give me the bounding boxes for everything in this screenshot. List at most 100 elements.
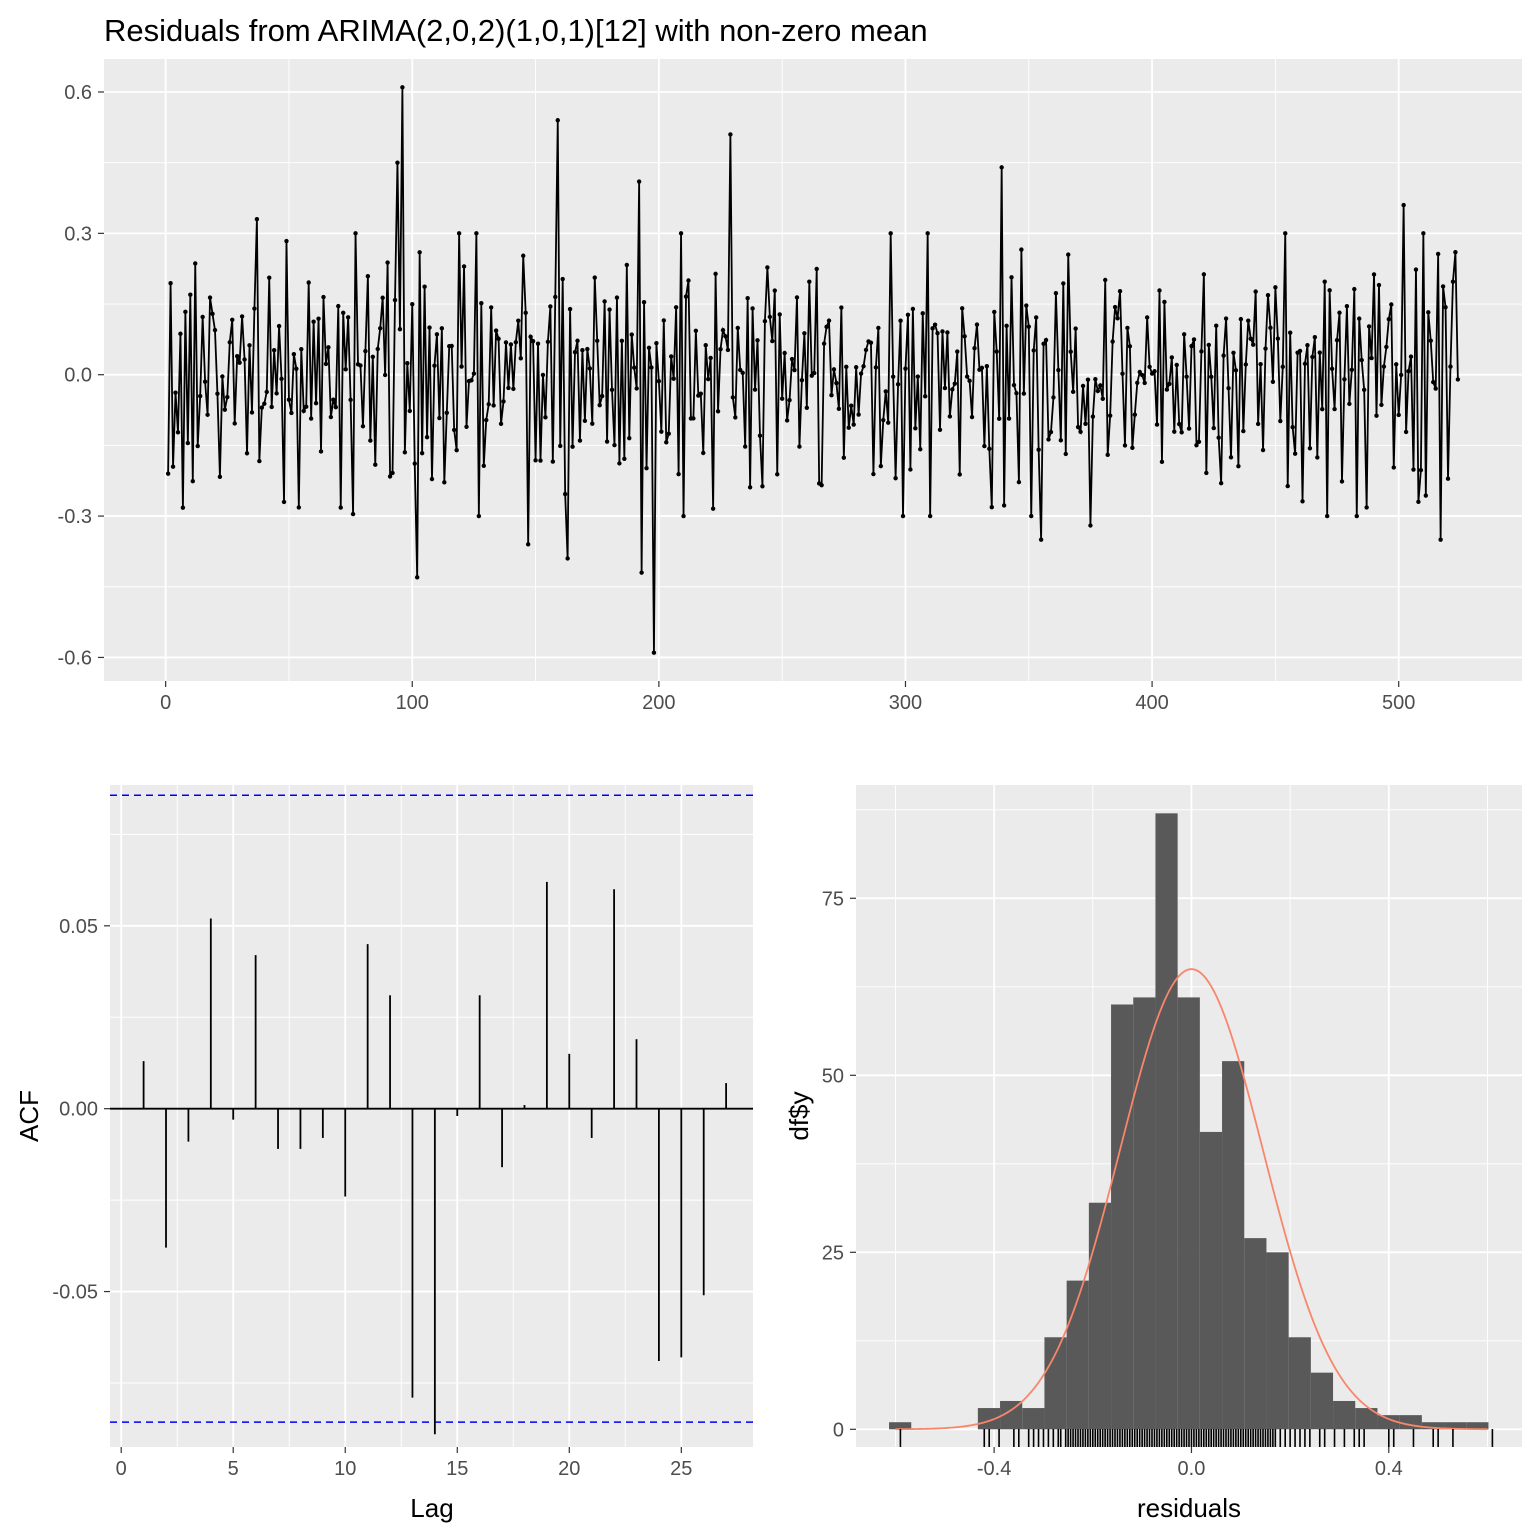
residual-series-point [804,405,810,410]
residual-series-point [168,281,173,286]
residual-series-point [595,338,600,344]
residual-series-point [1117,288,1123,294]
residual-series-point [1433,386,1438,391]
residual-series-point [318,449,324,454]
residual-series-point [326,345,331,350]
residual-series-point [378,326,383,331]
histogram-bar [1288,1337,1311,1430]
residual-series-point [831,367,837,372]
acf-y-axis-label: ACF [14,1090,44,1142]
residual-series-point [819,482,824,488]
residual-series-point [651,650,657,655]
residual-series-point [313,400,319,406]
residual-series-point [742,444,748,449]
residual-series-point [728,132,733,137]
residual-series-point [1283,231,1288,236]
residual-series-point [511,386,516,392]
residual-series-point [1179,430,1184,435]
residual-series-point [267,275,272,280]
residual-series-point [1021,391,1027,396]
residual-series-point [244,451,250,456]
residual-series-point [913,426,918,431]
residual-series-point [1342,377,1347,382]
residual-series-point [299,346,304,352]
residual-series-point [750,306,755,311]
residual-series-point [518,356,523,361]
residual-series-point [789,356,795,362]
residual-series-point [316,316,321,321]
residual-series-point [442,480,447,485]
residual-series-point [1324,513,1330,519]
residual-series-point [1421,231,1426,236]
residual-series-point [629,332,634,337]
residual-series-point [1011,382,1017,388]
residual-series-point [1359,357,1364,363]
residual-series-point [237,360,242,365]
residual-series-point [533,458,538,463]
residual-series-point [834,380,839,386]
residual-series-point [414,575,420,580]
residual-series-point [1406,369,1411,374]
residual-series-point [812,370,817,376]
residual-series-point [797,444,802,449]
residual-series-point [1115,316,1120,321]
histogram-y-axis-label: df$y [784,1091,814,1140]
residual-series-point [1411,467,1416,472]
residual-series-point [752,387,758,392]
residual-series-point [898,318,903,323]
residual-series-point [1130,445,1135,451]
residual-series-point [385,260,390,265]
residual-series-point [205,412,210,417]
residual-series-point [1014,391,1019,396]
residual-series-point [1199,349,1204,354]
residual-series-point [703,342,708,348]
residual-series-point [782,350,787,356]
histogram-bar [1333,1400,1356,1430]
residual-series-point [410,301,415,307]
residual-series-point [1001,503,1007,508]
residual-series-point [962,334,967,339]
residual-series-point [755,338,760,343]
residual-series-point [498,421,504,427]
residual-series-point [964,374,970,379]
residual-series-point [770,338,775,344]
residual-series-point [264,389,269,395]
residual-series-point [1164,387,1170,392]
residual-series-point [294,366,299,371]
residual-series-point [1083,421,1088,426]
residual-series-point [654,341,659,346]
residual-series-point [1275,336,1281,341]
residual-series-point [1218,481,1224,486]
residual-series-marks [165,85,1461,655]
residual-series-point [957,472,962,477]
residual-series-point [215,391,220,396]
acf-y-tick-label: -0.05 [52,1282,98,1304]
residual-series-y-tick-label: -0.6 [58,647,92,669]
residual-series-point [1154,422,1160,427]
residual-series-point [1435,251,1441,257]
residual-series-point [918,447,923,452]
residual-series-point [661,318,666,323]
residual-series-point [1285,483,1290,489]
histogram-bar [1111,1004,1134,1430]
residual-series-point [185,440,191,446]
residual-series-point [592,275,597,280]
residual-series-point [360,424,366,429]
residual-series-point [930,326,935,331]
residual-series-point [1445,476,1451,481]
residual-series-point [276,323,282,329]
residual-series-point [375,346,380,352]
figure-title: Residuals from ARIMA(2,0,2)(1,0,1)[12] w… [104,13,928,48]
residual-series-point [484,417,489,423]
residual-series-point [585,346,590,352]
residual-series-point [1004,323,1009,329]
residual-series-point [538,458,543,463]
histogram-bar [1044,1337,1067,1430]
acf-background [110,785,753,1447]
residual-series-point [639,570,644,575]
residual-series-point [1398,372,1404,378]
residual-series-point [1061,281,1066,286]
residual-series-point [304,404,309,409]
residual-series-point [873,365,879,370]
residual-series-point [572,349,578,355]
